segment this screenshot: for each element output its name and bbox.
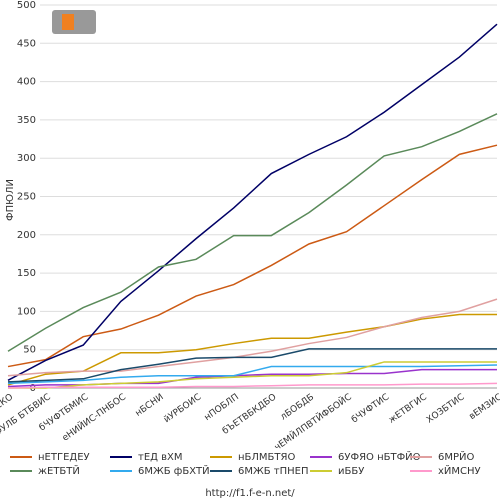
- legend-label: нБЛМБТЯО: [238, 452, 295, 463]
- y-tick-label: 350: [17, 115, 36, 126]
- y-tick-label: 300: [17, 153, 36, 164]
- legend-label: хЙМСНУ: [438, 464, 481, 477]
- series-line: [8, 361, 497, 389]
- legend-label: 6МРЙО: [438, 450, 475, 463]
- legend-label: 6МЖБ тПНЕП: [238, 466, 309, 477]
- legend-label: 6УФЯО нБТФЙО: [338, 450, 421, 463]
- legend-label: 6МЖБ фБХТЙ: [138, 464, 210, 477]
- series-line: [7, 23, 498, 382]
- legend-label: тЕД вХМ: [138, 452, 183, 463]
- series-line: [7, 144, 498, 368]
- series-line: [7, 298, 498, 377]
- y-tick-label: 200: [17, 230, 36, 241]
- y-tick-label: 50: [23, 345, 36, 356]
- series-line: [7, 382, 498, 389]
- series-line: [7, 313, 497, 386]
- legend-label: иББУ: [338, 466, 364, 477]
- logo: [52, 10, 96, 34]
- y-tick-label: 150: [17, 268, 36, 279]
- legend-label: нЕТГЕДЕУ: [38, 452, 90, 463]
- series-line: [7, 113, 498, 352]
- legend-label: жЕТБТЙ: [38, 464, 80, 477]
- y-tick-label: 100: [17, 306, 36, 317]
- footer: http://f1.f-e-n.net/: [205, 488, 295, 499]
- series-line: [7, 348, 497, 383]
- y-tick-label: 400: [17, 77, 36, 88]
- series-line: [7, 364, 498, 385]
- y-tick-label: 500: [17, 0, 36, 11]
- y-axis-label: ФПЮЛИ: [5, 179, 16, 221]
- y-tick-label: 450: [17, 38, 36, 49]
- y-tick-label: 250: [17, 192, 36, 203]
